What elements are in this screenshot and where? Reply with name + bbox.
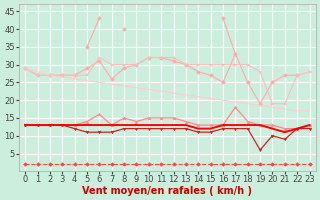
X-axis label: Vent moyen/en rafales ( km/h ): Vent moyen/en rafales ( km/h ) [82,186,252,196]
